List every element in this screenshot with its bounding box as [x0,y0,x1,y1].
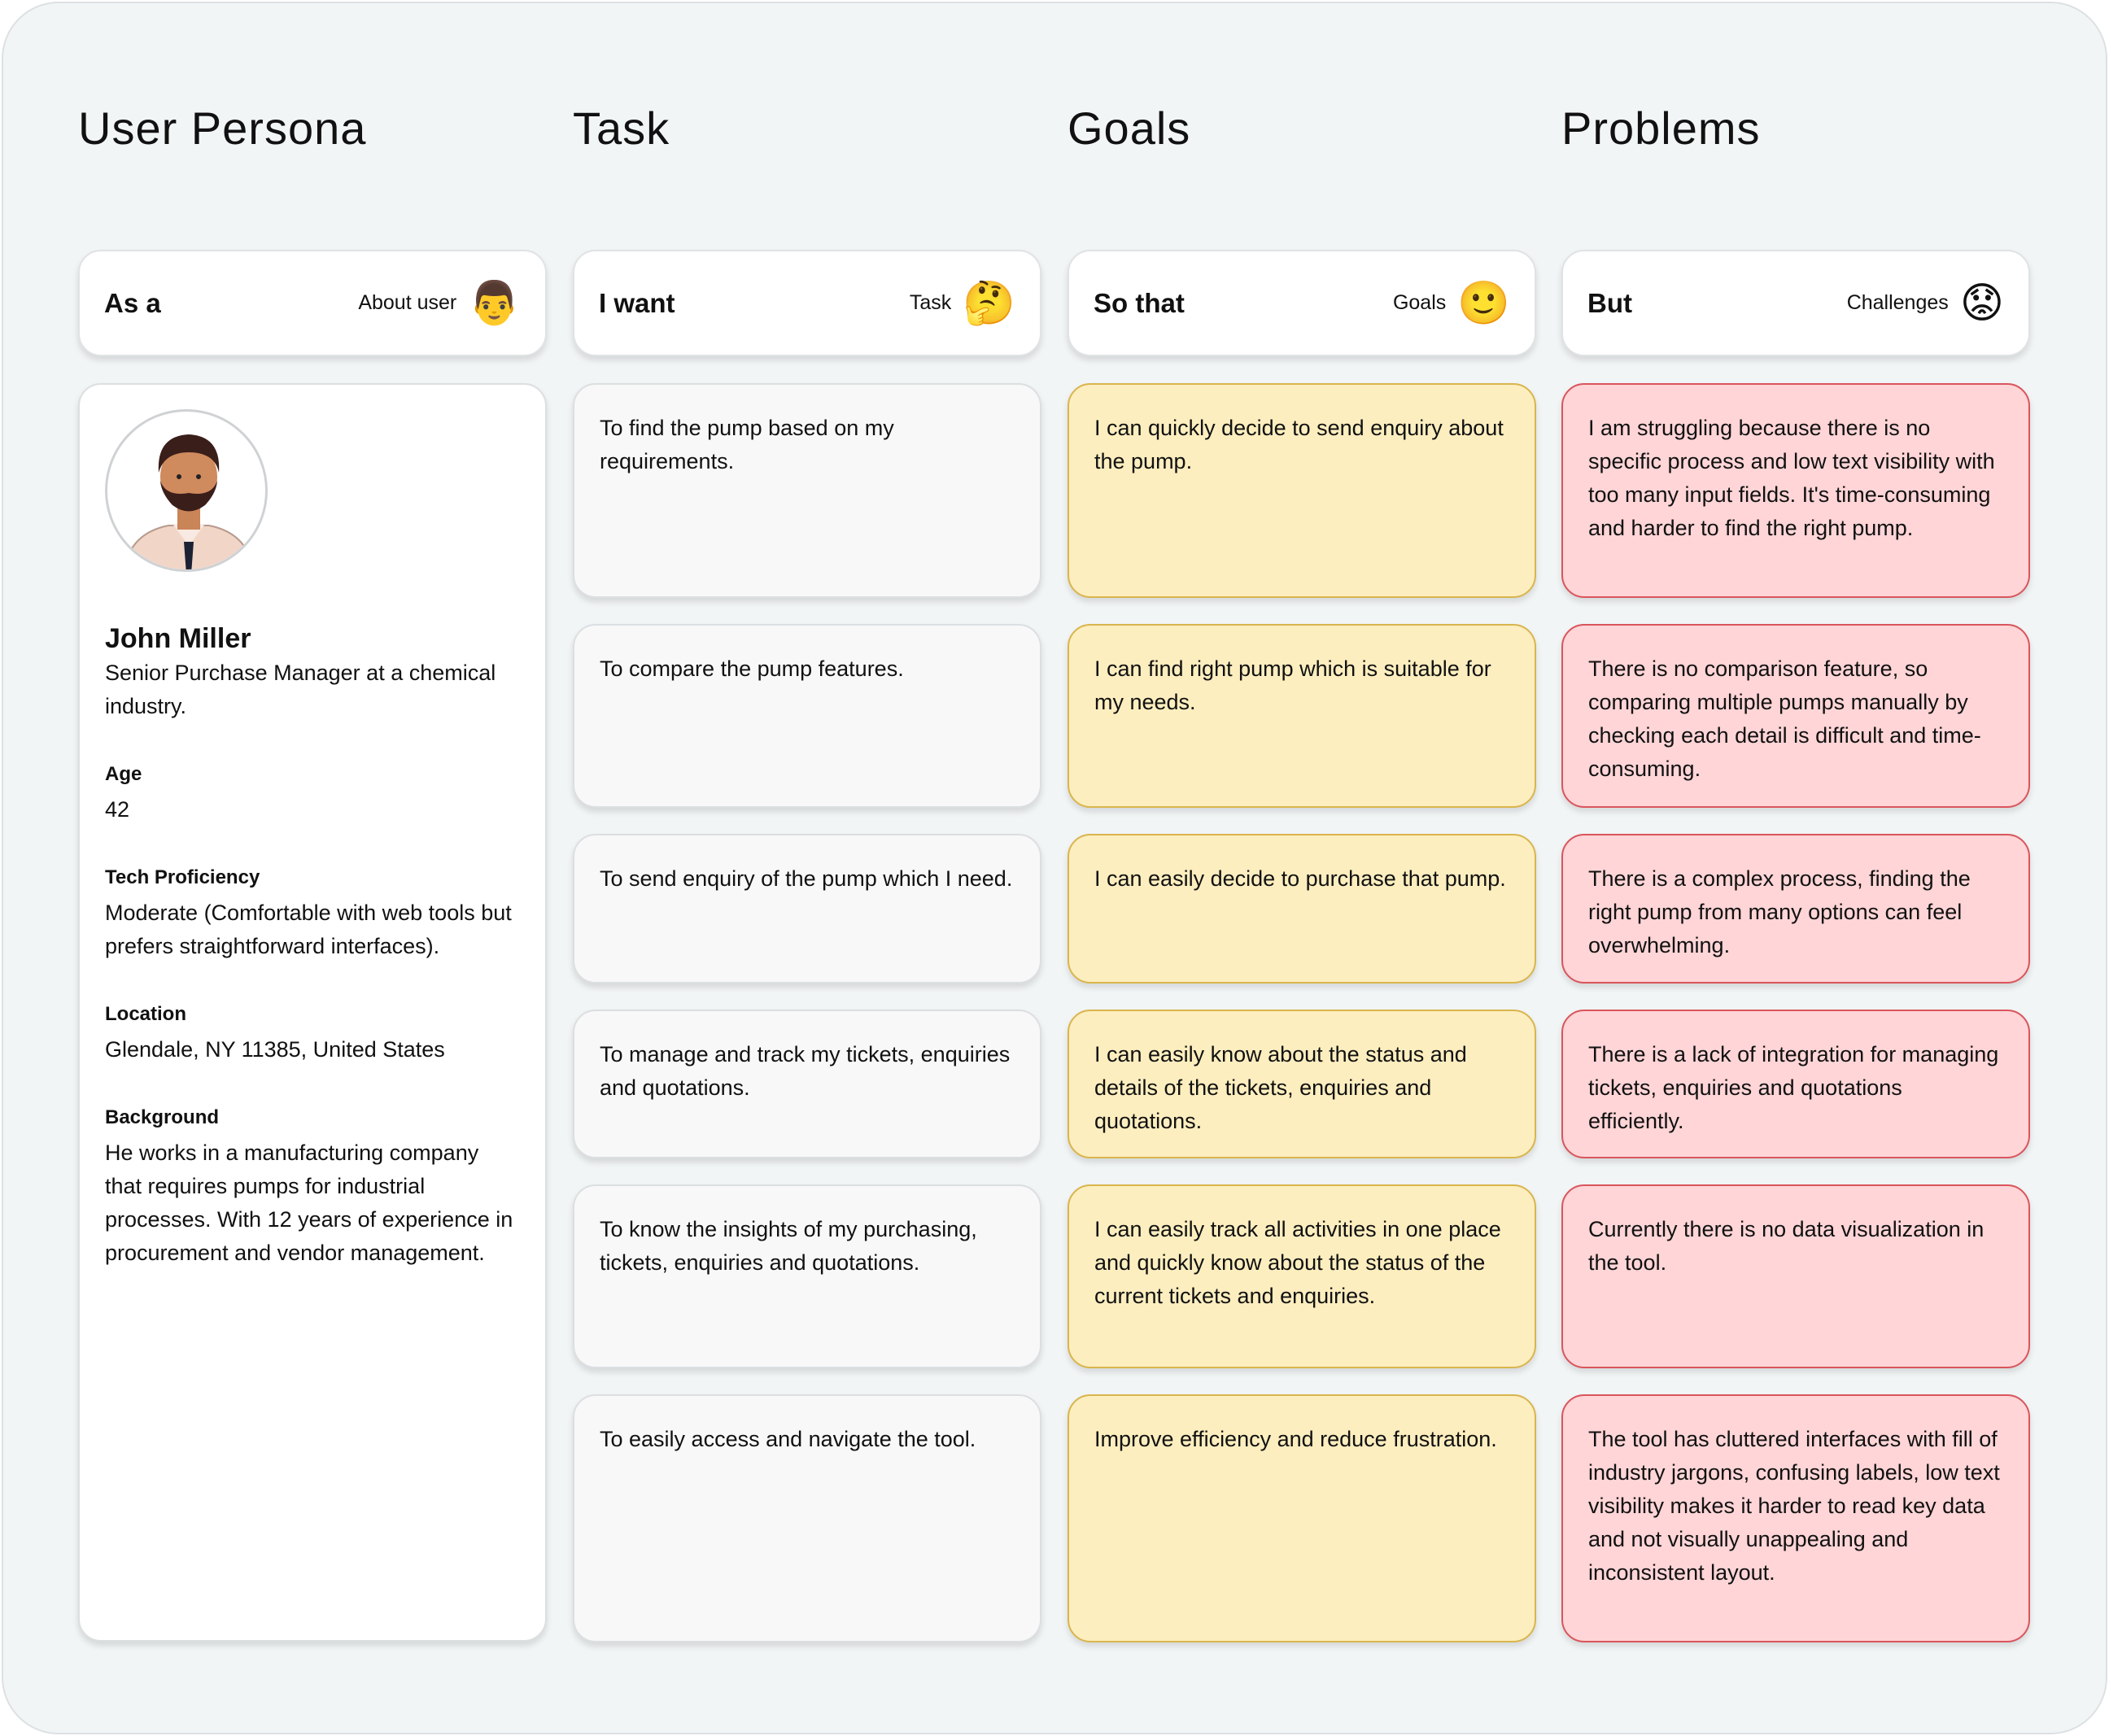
worried-face-icon: 😟 [1959,278,2004,328]
problem-card: The tool has cluttered interfaces with f… [1561,1394,2030,1642]
goal-text: Improve efficiency and reduce frustratio… [1094,1427,1497,1451]
task-text: To manage and track my tickets, enquirie… [600,1042,1011,1100]
task-card: To send enquiry of the pump which I need… [573,834,1041,984]
persona-role: Senior Purchase Manager at a chemical in… [105,661,496,718]
problem-card: There is no comparison feature, so compa… [1561,624,2030,808]
column-header-problems: But Challenges 😟 [1561,250,2030,356]
column-title-task: Task [573,103,670,154]
problem-text: There is a lack of integration for manag… [1588,1042,1999,1133]
goal-text: I can quickly decide to send enquiry abo… [1094,416,1504,473]
task-text: To find the pump based on my requirement… [600,416,894,473]
goal-card: I can easily know about the status and d… [1068,1010,1536,1158]
task-text: To know the insights of my purchasing, t… [600,1217,977,1275]
problem-card: There is a complex process, finding the … [1561,834,2030,984]
smiling-face-icon: 🙂 [1457,278,1510,328]
header-label: I want [599,288,675,318]
header-sublabel: Challenges [1846,291,1949,314]
header-label: So that [1094,288,1185,318]
problem-text: There is a complex process, finding the … [1588,866,1971,957]
task-text: To compare the pump features. [600,656,904,681]
goal-text: I can find right pump which is suitable … [1094,656,1491,714]
task-card: To know the insights of my purchasing, t… [573,1184,1041,1368]
problem-card: There is a lack of integration for manag… [1561,1010,2030,1158]
column-title-goals: Goals [1068,103,1191,154]
persona-field-value: Glendale, NY 11385, United States [105,1037,445,1062]
persona-name: John Miller [105,623,251,654]
persona-field-label: Background [105,1106,220,1128]
goal-card: I can quickly decide to send enquiry abo… [1068,383,1536,598]
header-label: As a [104,288,161,318]
persona-card: John Miller Senior Purchase Manager at a… [78,383,547,1642]
header-sublabel: Goals [1392,291,1447,314]
problem-text: There is no comparison feature, so compa… [1588,656,1981,781]
problem-card: Currently there is no data visualization… [1561,1184,2030,1368]
persona-field-label: Age [105,763,142,785]
persona-field-label: Location [105,1003,186,1025]
goal-card: I can find right pump which is suitable … [1068,624,1536,808]
problem-text: I am struggling because there is no spec… [1588,416,1995,540]
header-label: But [1587,288,1632,318]
task-card: To easily access and navigate the tool. [573,1394,1041,1642]
problem-text: The tool has cluttered interfaces with f… [1588,1427,2000,1585]
persona-field-value: 42 [105,797,130,822]
column-header-task: I want Task 🤔 [573,250,1041,356]
goal-card: I can easily track all activities in one… [1068,1184,1536,1368]
persona-field-value: He works in a manufacturing company that… [105,1141,513,1265]
task-text: To send enquiry of the pump which I need… [600,866,1013,891]
persona-avatar [105,409,268,572]
problem-card: I am struggling because there is no spec… [1561,383,2030,598]
column-header-goals: So that Goals 🙂 [1068,250,1536,356]
goal-card: Improve efficiency and reduce frustratio… [1068,1394,1536,1642]
goal-text: I can easily decide to purchase that pum… [1094,866,1506,891]
problem-text: Currently there is no data visualization… [1588,1217,1985,1275]
task-card: To find the pump based on my requirement… [573,383,1041,598]
goal-card: I can easily decide to purchase that pum… [1068,834,1536,984]
column-title-user-persona: User Persona [78,103,367,154]
task-text: To easily access and navigate the tool. [600,1427,976,1451]
task-card: To compare the pump features. [573,624,1041,808]
persona-field-label: Tech Proficiency [105,866,260,888]
task-card: To manage and track my tickets, enquirie… [573,1010,1041,1158]
persona-field-value: Moderate (Comfortable with web tools but… [105,901,512,958]
column-header-user-persona: As a About user 👨 [78,250,547,356]
man-emoji-icon: 👨 [468,278,521,328]
header-sublabel: About user [358,291,457,314]
column-title-problems: Problems [1561,103,1761,154]
goal-text: I can easily track all activities in one… [1094,1217,1501,1308]
goal-text: I can easily know about the status and d… [1094,1042,1467,1133]
header-sublabel: Task [909,291,952,314]
thinking-face-icon: 🤔 [963,278,1015,328]
